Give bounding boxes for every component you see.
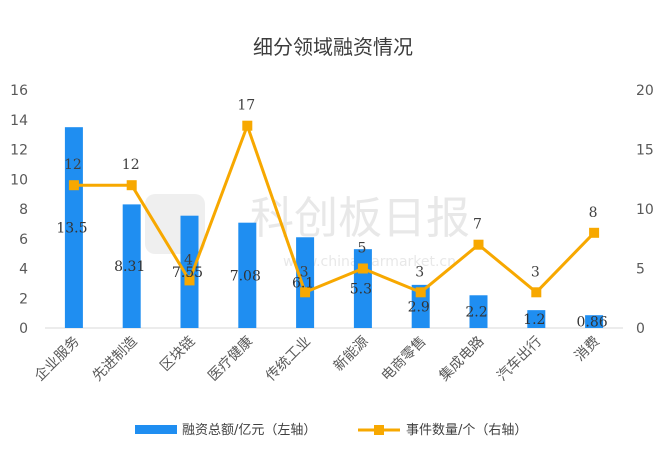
x-category-label: 新能源 (331, 334, 372, 375)
bar (64, 127, 83, 328)
bar-value-label: 2.2 (465, 305, 487, 321)
y-right-tick-label: 0 (636, 321, 645, 337)
line-point (473, 239, 484, 250)
x-category-label: 汽车出行 (494, 333, 546, 385)
y-right-tick-label: 15 (636, 143, 654, 159)
legend-line-marker (374, 425, 384, 435)
data-labels: 13.5 8.31 7.55 7.08 6.1 5.3 2.9 2.2 1.2 0.86 12 12 4… (56, 98, 607, 331)
line-value-label: 7 (473, 217, 482, 233)
bar (122, 204, 141, 328)
line-value-label: 5 (357, 241, 366, 257)
bar-value-label: 7.55 (172, 265, 203, 281)
chart-title: 细分领域融资情况 (253, 35, 413, 59)
bar-value-label: 5.3 (350, 282, 372, 298)
line-point (68, 180, 79, 191)
y-left-tick-label: 8 (19, 202, 28, 218)
line-value-label: 17 (237, 98, 255, 114)
bar (296, 237, 315, 328)
y-left-tick-label: 12 (10, 143, 28, 159)
line-point (589, 227, 600, 238)
x-category-label: 医疗健康 (205, 333, 257, 385)
bar-value-label: 7.08 (230, 268, 261, 284)
line-point (300, 287, 311, 298)
line-value-label: 3 (300, 264, 309, 280)
line-value-label: 8 (589, 205, 598, 221)
line-value-label: 12 (64, 157, 82, 173)
line-value-label: 3 (531, 264, 540, 280)
bar (585, 315, 604, 328)
bar (238, 222, 257, 328)
legend: 融资总额/亿元（左轴） 事件数量/个（右轴） (135, 423, 527, 438)
y-left-tick-label: 10 (10, 172, 28, 188)
x-category-label: 区块链 (157, 334, 198, 375)
x-category-label: 集成电路 (436, 333, 488, 385)
y-left-tick-label: 6 (19, 232, 28, 248)
x-category-label: 消费 (572, 334, 603, 365)
bar-value-label: 6.1 (292, 276, 314, 292)
line-point (242, 120, 253, 131)
bar (527, 310, 546, 328)
bar-value-label: 8.31 (114, 259, 145, 275)
x-category-label: 企业服务 (31, 333, 83, 385)
watermark-logo-text: 科创板日报 (250, 193, 470, 244)
y-left-tick-label: 2 (19, 291, 28, 307)
y-right-tick-label: 5 (636, 262, 645, 278)
line-point (184, 275, 195, 286)
bar-value-label: 0.86 (577, 315, 608, 331)
y-right-tick-label: 20 (636, 83, 654, 99)
x-category-label: 先进制造 (90, 334, 141, 385)
line-value-label: 3 (415, 264, 424, 280)
x-category-label: 传统工业 (263, 334, 314, 385)
bar (469, 295, 488, 328)
line-point (357, 263, 368, 274)
line-value-label: 12 (122, 157, 140, 173)
line-point (126, 180, 137, 191)
x-category-label: 电商零售 (379, 334, 430, 385)
y-left-tick-label: 0 (19, 321, 28, 337)
y-left-tick-label: 14 (10, 113, 28, 129)
bar (180, 215, 199, 328)
y-left-tick-label: 4 (19, 262, 28, 278)
line-value-label: 4 (184, 252, 193, 268)
bar-value-label: 2.9 (408, 299, 430, 315)
line-path (73, 124, 596, 294)
legend-bar-label: 融资总额/亿元（左轴） (182, 423, 316, 438)
y-left-tick-label: 16 (10, 83, 28, 99)
bar-value-label: 1.2 (523, 312, 545, 328)
bar-value-label: 13.5 (56, 221, 87, 237)
y-right-tick-label: 10 (636, 202, 654, 218)
line-series (68, 120, 600, 298)
legend-bar-swatch (135, 425, 177, 434)
line-point (415, 287, 426, 298)
line-point (531, 287, 542, 298)
legend-line-label: 事件数量/个（右轴） (406, 423, 527, 438)
